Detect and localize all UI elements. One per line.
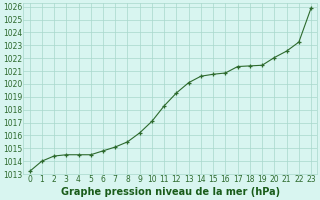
X-axis label: Graphe pression niveau de la mer (hPa): Graphe pression niveau de la mer (hPa) [61, 187, 280, 197]
